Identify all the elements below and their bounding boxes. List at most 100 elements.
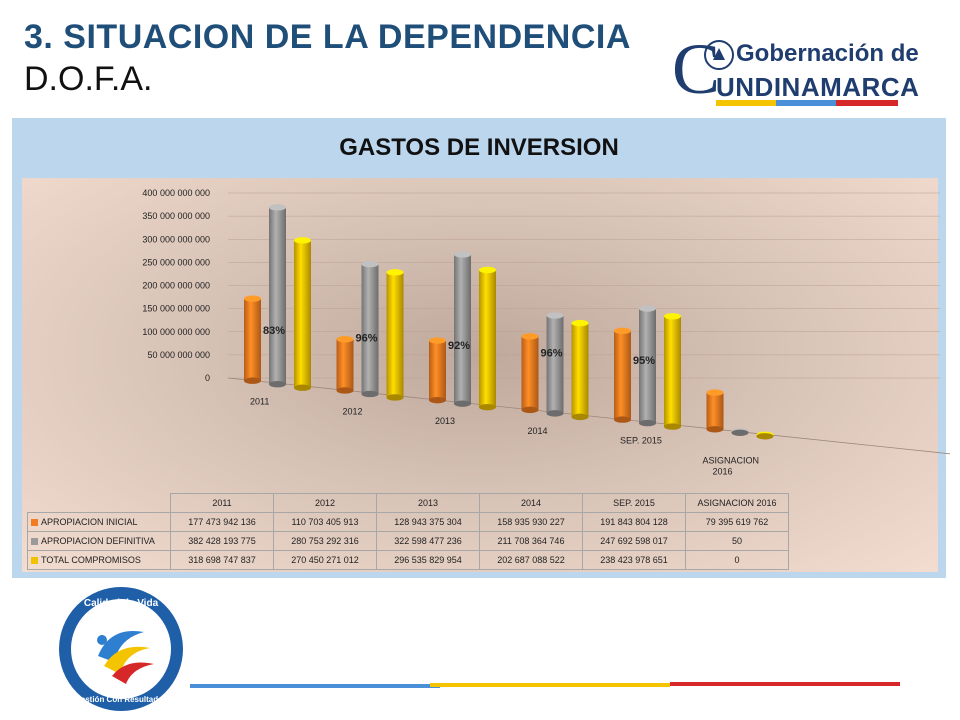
logo-line2: UNDINAMARCA <box>716 72 920 102</box>
bar-base <box>664 423 681 430</box>
bar-base <box>294 384 311 391</box>
table-cell: 270 450 271 012 <box>273 550 377 570</box>
bar-base <box>521 406 539 414</box>
bar-compromisos <box>386 272 404 398</box>
bar-cap <box>361 260 379 268</box>
bar-definitiva <box>639 308 656 424</box>
flag-stripe <box>716 100 898 106</box>
bar-cap <box>521 333 539 340</box>
footer-line-blue <box>190 684 440 688</box>
page-title: 3. SITUACION DE LA DEPENDENCIA <box>24 18 631 56</box>
bar-cap <box>571 319 589 327</box>
bar-definitiva <box>454 254 471 404</box>
data-table-column-header: ASIGNACION 2016 <box>685 493 789 513</box>
bar-cap <box>706 389 724 396</box>
table-cell: 79 395 619 762 <box>685 512 789 532</box>
coat-of-arms-icon <box>704 40 734 70</box>
table-cell: 50 <box>685 531 789 551</box>
bar-base <box>706 426 724 433</box>
table-cell: 238 423 978 651 <box>582 550 686 570</box>
bar-inicial <box>429 340 446 401</box>
footer-line-red <box>670 682 900 686</box>
bar-inicial <box>336 339 354 391</box>
bar-base <box>386 394 404 401</box>
bar-compromisos <box>571 323 589 417</box>
legend-swatch <box>31 557 38 565</box>
legend-entry: TOTAL COMPROMISOS <box>27 550 171 570</box>
calidad-de-vida-logo: Calidad de Vida Gestión Con Resultados <box>59 587 183 711</box>
bar-compromisos <box>479 270 496 408</box>
bar-compromisos <box>664 316 681 427</box>
category-label: ASIGNACION <box>703 455 760 465</box>
category-label: 2013 <box>435 416 455 426</box>
bar-cap <box>244 295 261 302</box>
table-cell: 318 698 747 837 <box>170 550 274 570</box>
legend-swatch <box>31 538 38 546</box>
bar-base <box>244 377 261 384</box>
logo-line1: Gobernación de <box>736 40 919 67</box>
bar-inicial <box>614 330 631 420</box>
bar-cap <box>614 327 631 335</box>
data-table-column-header: 2013 <box>376 493 480 513</box>
y-tick-label: 0 <box>205 373 210 383</box>
y-tick-label: 350 000 000 000 <box>142 211 210 221</box>
bar-cap <box>546 312 564 319</box>
percent-label: 83% <box>263 325 285 337</box>
bar-base <box>361 390 379 398</box>
logo-top-text: Calidad de Vida <box>84 598 159 609</box>
page-subtitle: D.O.F.A. <box>24 60 153 98</box>
bar-compromisos <box>294 240 311 388</box>
legend-entry: APROPIACION INICIAL <box>27 512 171 532</box>
table-cell: 128 943 375 304 <box>376 512 480 532</box>
bar-cap <box>639 305 656 312</box>
bar-base <box>756 433 774 440</box>
table-cell: 202 687 088 522 <box>479 550 583 570</box>
table-cell: 158 935 930 227 <box>479 512 583 532</box>
y-tick-label: 50 000 000 000 <box>147 350 210 360</box>
bar-cap <box>294 237 311 244</box>
table-cell: 322 598 477 236 <box>376 531 480 551</box>
category-label: 2012 <box>343 406 363 416</box>
percent-label: 95% <box>633 355 655 367</box>
y-tick-label: 300 000 000 000 <box>142 234 210 244</box>
table-row: APROPIACION DEFINITIVA 382 428 193 775 280… <box>27 531 789 551</box>
legend-swatch <box>31 519 38 527</box>
table-row: TOTAL COMPROMISOS 318 698 747 837 270 450 … <box>27 550 789 570</box>
bar-inicial <box>706 392 724 430</box>
bar-base <box>269 381 286 388</box>
legend-entry: APROPIACION DEFINITIVA <box>27 531 171 551</box>
y-tick-label: 250 000 000 000 <box>142 257 210 267</box>
bar-cap <box>454 251 471 258</box>
bar-base <box>614 416 631 423</box>
bar-base <box>336 387 354 394</box>
table-cell: 382 428 193 775 <box>170 531 274 551</box>
logo-bottom-text: Gestión Con Resultados <box>75 695 168 704</box>
table-cell: 296 535 829 954 <box>376 550 480 570</box>
category-label: SEP. 2015 <box>620 436 662 446</box>
category-label: 2011 <box>250 397 269 407</box>
bar-cap <box>269 204 286 211</box>
bar-cap <box>479 266 496 274</box>
bar-base <box>571 413 589 421</box>
chart-title: GASTOS DE INVERSION <box>339 134 619 161</box>
percent-label: 96% <box>356 333 378 345</box>
bar-cap <box>664 313 681 320</box>
bar-inicial <box>521 336 539 410</box>
bar-cap <box>386 269 404 276</box>
bar-definitiva <box>361 264 379 394</box>
data-table-column-header: SEP. 2015 <box>582 493 686 513</box>
category-label: 2014 <box>528 426 548 436</box>
bar-base <box>454 400 471 407</box>
bar-base <box>731 429 749 436</box>
y-tick-label: 100 000 000 000 <box>142 327 210 337</box>
table-row: APROPIACION INICIAL 177 473 942 136 110 70… <box>27 512 789 532</box>
y-tick-label: 400 000 000 000 <box>142 188 210 198</box>
data-table-column-header: 2014 <box>479 493 583 513</box>
table-cell: 247 692 598 017 <box>582 531 686 551</box>
footer-line-yellow <box>430 683 670 687</box>
y-tick-label: 200 000 000 000 <box>142 281 210 291</box>
floor-edge <box>227 377 951 455</box>
table-cell: 280 753 292 316 <box>273 531 377 551</box>
table-cell: 191 843 804 128 <box>582 512 686 532</box>
